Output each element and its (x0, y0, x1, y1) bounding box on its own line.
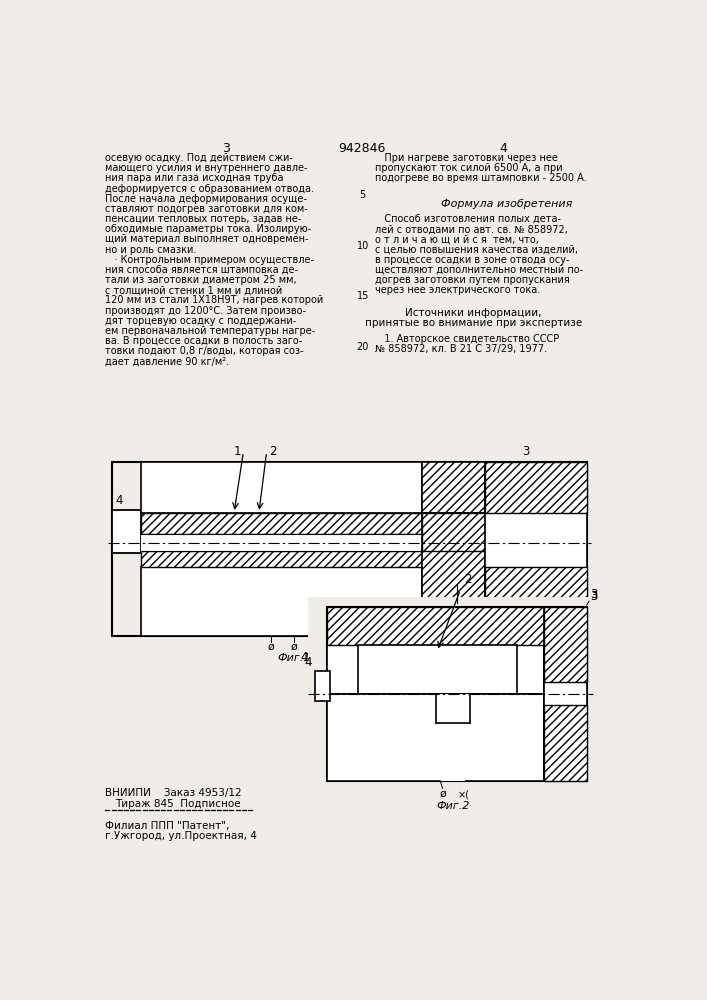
Bar (544, 607, 587, 682)
Text: ставляют подогрев заготовки для ком-: ставляют подогрев заготовки для ком- (105, 204, 308, 214)
Text: пенсации тепловых потерь, задав не-: пенсации тепловых потерь, задав не- (105, 214, 302, 224)
Text: · Контрольным примером осуществле-: · Контрольным примером осуществле- (105, 255, 315, 265)
Text: Фиг.1: Фиг.1 (277, 653, 310, 663)
Bar (313, 656, 331, 685)
Bar (327, 694, 544, 781)
Text: Фиг.2: Фиг.2 (436, 801, 469, 811)
Text: 4: 4 (305, 656, 312, 669)
Bar (112, 510, 141, 553)
Text: ем первоначальной температуры нагре-: ем первоначальной температуры нагре- (105, 326, 315, 336)
Bar (544, 705, 587, 781)
Bar (327, 607, 587, 781)
Text: ø: ø (439, 788, 446, 798)
Text: 120 мм из стали 1Х18Н9Т, нагрев которой: 120 мм из стали 1Х18Н9Т, нагрев которой (105, 295, 324, 305)
Bar (423, 682, 464, 736)
Text: мающего усилия и внутреннего давле-: мающего усилия и внутреннего давле- (105, 163, 308, 173)
Text: подогреве во время штамповки - 2500 А.: подогреве во время штамповки - 2500 А. (375, 173, 587, 183)
Text: деформируется с образованием отвода.: деформируется с образованием отвода. (105, 184, 315, 194)
Text: ния способа является штамповка де-: ния способа является штамповка де- (105, 265, 298, 275)
Text: дает давление 90 кг/м².: дает давление 90 кг/м². (105, 356, 230, 366)
Text: но и роль смазки.: но и роль смазки. (105, 245, 197, 255)
Bar (141, 567, 421, 636)
Text: в процессе осадки в зоне отвода осу-: в процессе осадки в зоне отвода осу- (375, 255, 570, 265)
Text: Формула изобретения: Формула изобретения (441, 199, 573, 209)
Bar (544, 705, 587, 736)
Bar (358, 645, 517, 694)
Text: 20: 20 (356, 342, 369, 352)
Text: 1: 1 (233, 445, 241, 458)
Text: 4: 4 (499, 142, 507, 155)
Text: 15: 15 (356, 291, 369, 301)
Bar (440, 694, 465, 723)
Text: осевую осадку. Под действием сжи-: осевую осадку. Под действием сжи- (105, 153, 293, 163)
Bar (327, 607, 544, 694)
Text: догрев заготовки путем пропускания: догрев заготовки путем пропускания (375, 275, 570, 285)
Text: Тираж 845  Подписное: Тираж 845 Подписное (115, 799, 240, 809)
Bar (315, 671, 330, 701)
Bar (421, 513, 485, 551)
Bar (485, 462, 587, 636)
Text: 942846: 942846 (338, 142, 385, 155)
Text: Способ изготовления полых дета-: Способ изготовления полых дета- (375, 214, 561, 224)
Text: № 858972, кл. В 21 С 37/29, 1977.: № 858972, кл. В 21 С 37/29, 1977. (375, 344, 547, 354)
Bar (141, 534, 421, 551)
Bar (327, 607, 544, 645)
Text: 10: 10 (356, 241, 369, 251)
Text: ВНИИПИ    Заказ 4953/12: ВНИИПИ Заказ 4953/12 (105, 788, 242, 798)
Text: Филиал ППП "Патент",: Филиал ППП "Патент", (105, 821, 230, 831)
Text: ществляют дополнительно местный по-: ществляют дополнительно местный по- (375, 265, 583, 275)
Text: лей с отводами по авт. св. № 858972,: лей с отводами по авт. св. № 858972, (375, 224, 568, 234)
Bar (436, 694, 469, 723)
Bar (436, 694, 469, 723)
Bar (327, 605, 587, 782)
Text: 3: 3 (522, 445, 529, 458)
Bar (112, 462, 587, 636)
Text: ва. В процессе осадки в полость заго-: ва. В процессе осадки в полость заго- (105, 336, 303, 346)
Text: товки подают 0,8 г/воды, которая соз-: товки подают 0,8 г/воды, которая соз- (105, 346, 304, 356)
Bar (421, 462, 485, 513)
Text: 5: 5 (360, 190, 366, 200)
Bar (327, 651, 587, 705)
Bar (308, 597, 595, 786)
Text: После начала деформирования осуще-: После начала деформирования осуще- (105, 194, 308, 204)
Text: с целью повышения качества изделий,: с целью повышения качества изделий, (375, 245, 578, 255)
Bar (327, 736, 587, 782)
Text: ×(: ×( (458, 790, 470, 800)
Text: тали из заготовки диаметром 25 мм,: тали из заготовки диаметром 25 мм, (105, 275, 297, 285)
Bar (485, 462, 587, 513)
Text: 2: 2 (269, 445, 276, 458)
Text: 3: 3 (221, 142, 230, 155)
Text: При нагреве заготовки через нее: При нагреве заготовки через нее (375, 153, 558, 163)
Text: Источники информации,: Источники информации, (405, 308, 542, 318)
Bar (544, 651, 587, 682)
Bar (440, 736, 465, 781)
Text: 4: 4 (115, 494, 123, 507)
Text: производят до 1200°С. Затем произво-: производят до 1200°С. Затем произво- (105, 306, 306, 316)
Text: пропускают ток силой 6500 А, а при: пропускают ток силой 6500 А, а при (375, 163, 563, 173)
Bar (354, 651, 532, 682)
Bar (327, 605, 587, 651)
Text: 1. Авторское свидетельство СССР: 1. Авторское свидетельство СССР (375, 334, 559, 344)
Text: щий материал выполняет одновремен-: щий материал выполняет одновремен- (105, 234, 309, 244)
Text: принятые во внимание при экспертизе: принятые во внимание при экспертизе (365, 318, 582, 328)
Bar (141, 513, 421, 534)
Text: с толщиной стенки 1 мм и длиной: с толщиной стенки 1 мм и длиной (105, 285, 283, 295)
Text: ø: ø (291, 642, 297, 652)
Bar (485, 567, 587, 636)
Bar (141, 462, 421, 513)
Text: ния пара или газа исходная труба: ния пара или газа исходная труба (105, 173, 284, 183)
Text: 3: 3 (590, 590, 598, 603)
Text: 3: 3 (590, 588, 597, 601)
Text: ø: ø (267, 642, 274, 652)
Text: обходимые параметры тока. Изолирую-: обходимые параметры тока. Изолирую- (105, 224, 312, 234)
Text: 4: 4 (300, 651, 308, 664)
Bar (421, 513, 485, 636)
Bar (141, 551, 421, 567)
Text: 2: 2 (464, 573, 472, 586)
Text: о т л и ч а ю щ и й с я  тем, что,: о т л и ч а ю щ и й с я тем, что, (375, 234, 539, 244)
Text: дят торцевую осадку с поддержани-: дят торцевую осадку с поддержани- (105, 316, 297, 326)
Bar (544, 607, 587, 781)
Text: через нее электрического тока.: через нее электрического тока. (375, 285, 540, 295)
Text: г.Ужгород, ул.Проектная, 4: г.Ужгород, ул.Проектная, 4 (105, 831, 257, 841)
